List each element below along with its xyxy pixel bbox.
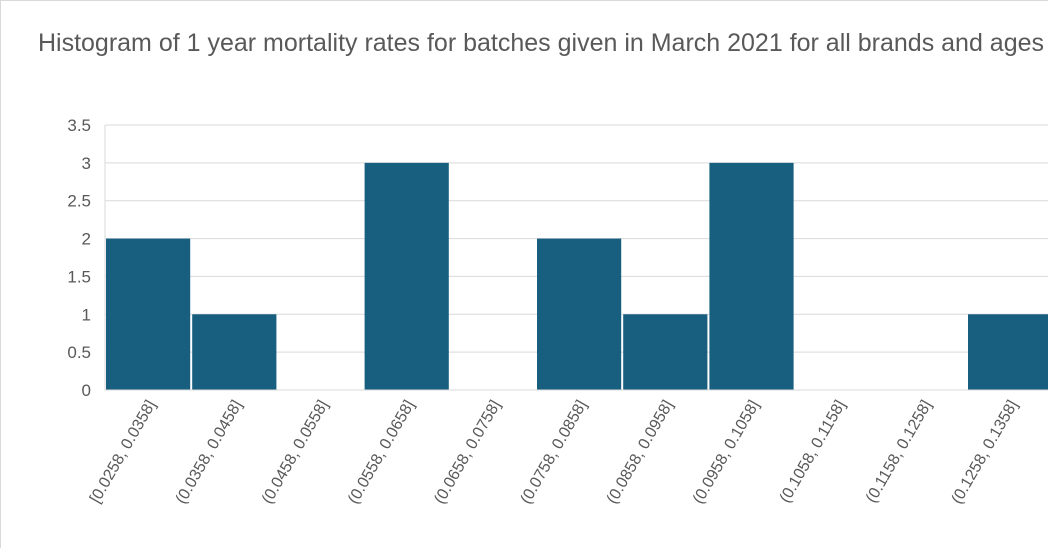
y-tick-label: 0 [82,381,91,400]
x-category-label: (0.0758, 0.0858] [518,398,591,507]
x-category-label: [0.0258, 0.0358] [87,398,160,507]
x-category-label: (0.0558, 0.0658] [345,398,418,507]
histogram-bar [968,314,1048,390]
y-tick-label: 1.5 [67,267,91,286]
x-category-label: (0.1058, 0.1158] [777,398,849,506]
histogram-bar [709,162,794,390]
histogram-bar [623,314,708,390]
histogram-bar [192,314,277,390]
y-tick-label: 3.5 [67,116,91,135]
y-tick-label: 1 [82,305,91,324]
x-category-label: (0.0458, 0.0558] [259,398,332,507]
histogram-bar [364,162,449,390]
y-tick-label: 3 [82,154,91,173]
y-tick-label: 0.5 [67,343,91,362]
histogram-bar [537,238,622,390]
chart-title: Histogram of 1 year mortality rates for … [37,29,1045,57]
x-category-label: (0.0658, 0.0758] [431,398,504,507]
x-category-label: (0.0358, 0.0458] [173,398,246,507]
x-category-label: (0.1258, 0.1358] [949,398,1022,507]
y-tick-label: 2 [82,230,91,249]
histogram-bar [106,238,191,390]
x-category-label: (0.0858, 0.0958] [604,398,677,507]
x-category-label: (0.0958, 0.1058] [690,398,763,507]
x-category-label: (0.1158, 0.1258] [863,398,935,506]
y-tick-label: 2.5 [67,192,91,211]
